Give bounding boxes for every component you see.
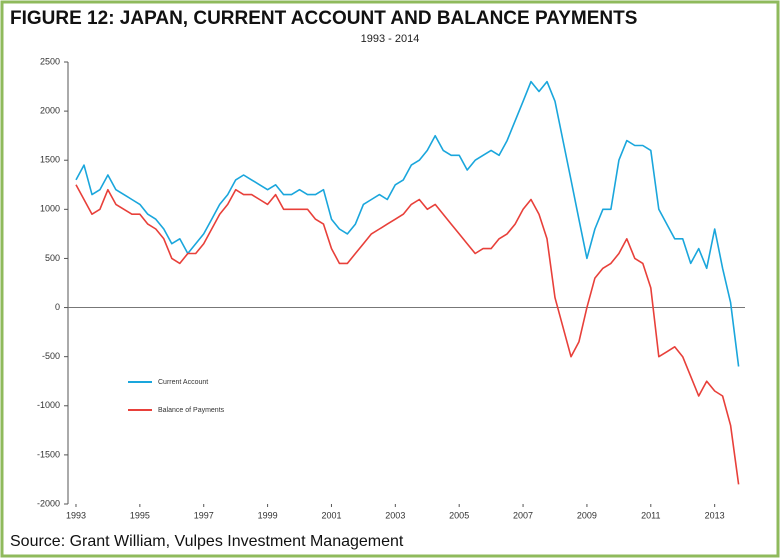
x-tick-label: 2003 [385, 510, 405, 520]
legend-label: Current Account [158, 379, 208, 386]
x-tick-label: 2005 [449, 510, 469, 520]
y-tick-label: 1500 [40, 155, 60, 165]
x-tick-label: 2001 [321, 510, 341, 520]
x-tick-label: 1999 [258, 510, 278, 520]
series-line [75, 80, 740, 367]
x-tick-label: 2009 [577, 510, 597, 520]
legend-label: Balance of Payments [158, 407, 225, 414]
chart-title: FIGURE 12: JAPAN, CURRENT ACCOUNT AND BA… [10, 8, 637, 29]
y-tick-label: -2000 [37, 498, 60, 508]
x-tick-label: 1995 [130, 510, 150, 520]
y-tick-label: 500 [45, 253, 60, 263]
x-tick-label: 1997 [194, 510, 214, 520]
y-tick-label: 0 [55, 302, 60, 312]
x-tick-label: 2007 [513, 510, 533, 520]
series-line [75, 184, 740, 485]
chart-subtitle: 1993 - 2014 [361, 33, 420, 45]
y-tick-label: 2000 [40, 105, 60, 115]
y-tick-label: 1000 [40, 204, 60, 214]
y-tick-label: 2500 [40, 56, 60, 66]
x-tick-label: 2013 [705, 510, 725, 520]
y-tick-label: -500 [42, 351, 60, 361]
x-tick-label: 1993 [66, 510, 86, 520]
x-tick-label: 2011 [641, 510, 660, 520]
source: Source: Grant William, Vulpes Investment… [10, 533, 404, 550]
y-tick-label: -1500 [37, 449, 60, 459]
y-tick-label: -1000 [37, 400, 60, 410]
